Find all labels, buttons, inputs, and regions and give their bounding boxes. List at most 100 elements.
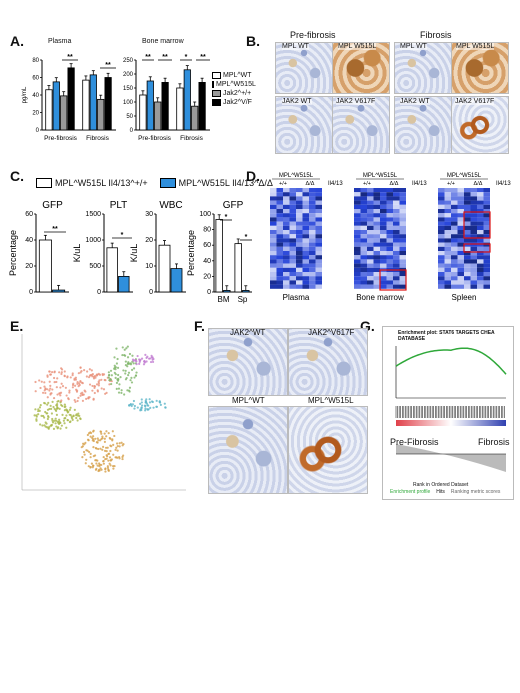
- umap-point: [133, 376, 136, 379]
- umap-point: [59, 427, 62, 430]
- heatmap-cell: [276, 259, 283, 264]
- umap-point: [52, 405, 55, 409]
- heatmap-cell: [477, 209, 484, 214]
- umap-point: [88, 374, 92, 377]
- ranking-metric-area: [396, 444, 506, 472]
- chart-title: GFP: [42, 200, 63, 211]
- group-label: Δ/Δ: [306, 181, 315, 187]
- umap-point: [114, 373, 117, 376]
- heatmap-cell: [380, 284, 387, 289]
- heatmap-cell: [296, 284, 303, 289]
- umap-point: [92, 375, 95, 378]
- heatmap-cell: [270, 242, 277, 247]
- umap-point: [116, 366, 120, 369]
- heatmap-cell: [302, 255, 309, 260]
- bar: [242, 290, 250, 293]
- umap-point: [102, 462, 105, 465]
- heatmap-cell: [457, 263, 464, 268]
- umap-point: [87, 397, 90, 400]
- heatmap-cell: [354, 280, 361, 285]
- heatmap-cell: [360, 263, 367, 268]
- heatmap-cell: [283, 242, 290, 247]
- heatmap-cell: [289, 217, 296, 222]
- heatmap-cell: [315, 280, 322, 285]
- umap-point: [90, 373, 93, 376]
- umap-point: [136, 406, 139, 409]
- heatmap-cell: [470, 238, 477, 243]
- label-mpl-w515l: MPL W515L: [456, 43, 495, 50]
- heatmap-cell: [464, 272, 471, 277]
- heatmap-cell: [438, 230, 445, 235]
- umap-point: [51, 421, 55, 424]
- heatmap-cell: [276, 213, 283, 218]
- heatmap-cell: [438, 192, 445, 197]
- bar: [45, 89, 53, 131]
- heatmap-cell: [399, 284, 406, 289]
- heatmap-cell: [438, 213, 445, 218]
- heatmap-cell: [464, 246, 471, 251]
- heatmap-cell: [470, 225, 477, 230]
- heatmap-cell: [367, 225, 374, 230]
- heatmap-cell: [373, 238, 380, 243]
- heatmap-cell: [315, 246, 322, 251]
- heatmap-cell: [296, 251, 303, 256]
- heatmap-cell: [399, 238, 406, 243]
- umap-point: [56, 407, 59, 410]
- heatmap-cell: [386, 217, 393, 222]
- umap-point: [93, 385, 97, 388]
- umap-point: [139, 402, 142, 406]
- heatmap-cell: [354, 209, 361, 214]
- group-label: Δ/Δ: [474, 181, 483, 187]
- heatmap-cell: [399, 242, 406, 247]
- umap-point: [65, 394, 68, 397]
- heatmap-cell: [393, 255, 400, 260]
- panel-label-e: E.: [10, 318, 24, 334]
- heatmap-cell: [464, 213, 471, 218]
- umap-point: [136, 354, 139, 358]
- umap-point: [103, 449, 107, 452]
- umap-point: [150, 354, 153, 357]
- umap-point: [139, 358, 142, 361]
- umap-point: [107, 376, 110, 379]
- heatmap-cell: [296, 267, 303, 272]
- heatmap-cell: [386, 255, 393, 260]
- panel-label-c: C.: [10, 168, 24, 184]
- heatmap-cell: [302, 200, 309, 205]
- gsea-xlabel: Rank in Ordered Dataset: [413, 482, 469, 488]
- umap-point: [134, 359, 137, 362]
- umap-point: [60, 371, 63, 374]
- umap-point: [100, 378, 103, 381]
- label-mpl-wt: MPL WT: [282, 43, 309, 50]
- heatmap-cell: [451, 192, 458, 197]
- heatmap-cell: [289, 255, 296, 260]
- umap-point: [104, 470, 107, 473]
- heatmap-cell: [289, 213, 296, 218]
- heatmap-cell: [283, 259, 290, 264]
- heatmap-cell: [477, 267, 484, 272]
- legend-swatch: [212, 72, 221, 79]
- heatmap-cell: [483, 267, 490, 272]
- plasma-title: Plasma: [48, 38, 72, 45]
- umap-point: [152, 406, 155, 409]
- heatmap-cell: [360, 251, 367, 256]
- umap-point: [59, 394, 62, 397]
- umap-point: [81, 399, 85, 402]
- umap-point: [78, 382, 81, 385]
- umap-point: [133, 407, 136, 410]
- heatmap-cell: [483, 272, 490, 277]
- heatmap-cell: [283, 213, 290, 218]
- heatmap-cell: [315, 242, 322, 247]
- umap-point: [104, 468, 107, 471]
- y-tick-label: 20: [145, 237, 153, 244]
- histology-mpl-wt-fib: [394, 42, 452, 94]
- heatmap-cell: [360, 284, 367, 289]
- heatmap-cell: [470, 246, 477, 251]
- umap-point: [110, 382, 113, 386]
- ranking-bar: [396, 420, 506, 426]
- heatmap-cell: [354, 200, 361, 205]
- umap-point: [48, 370, 51, 373]
- heatmap-cell: [360, 221, 367, 226]
- heatmap-cell: [302, 204, 309, 209]
- heatmap-cell: [354, 213, 361, 218]
- heatmap-cell: [289, 242, 296, 247]
